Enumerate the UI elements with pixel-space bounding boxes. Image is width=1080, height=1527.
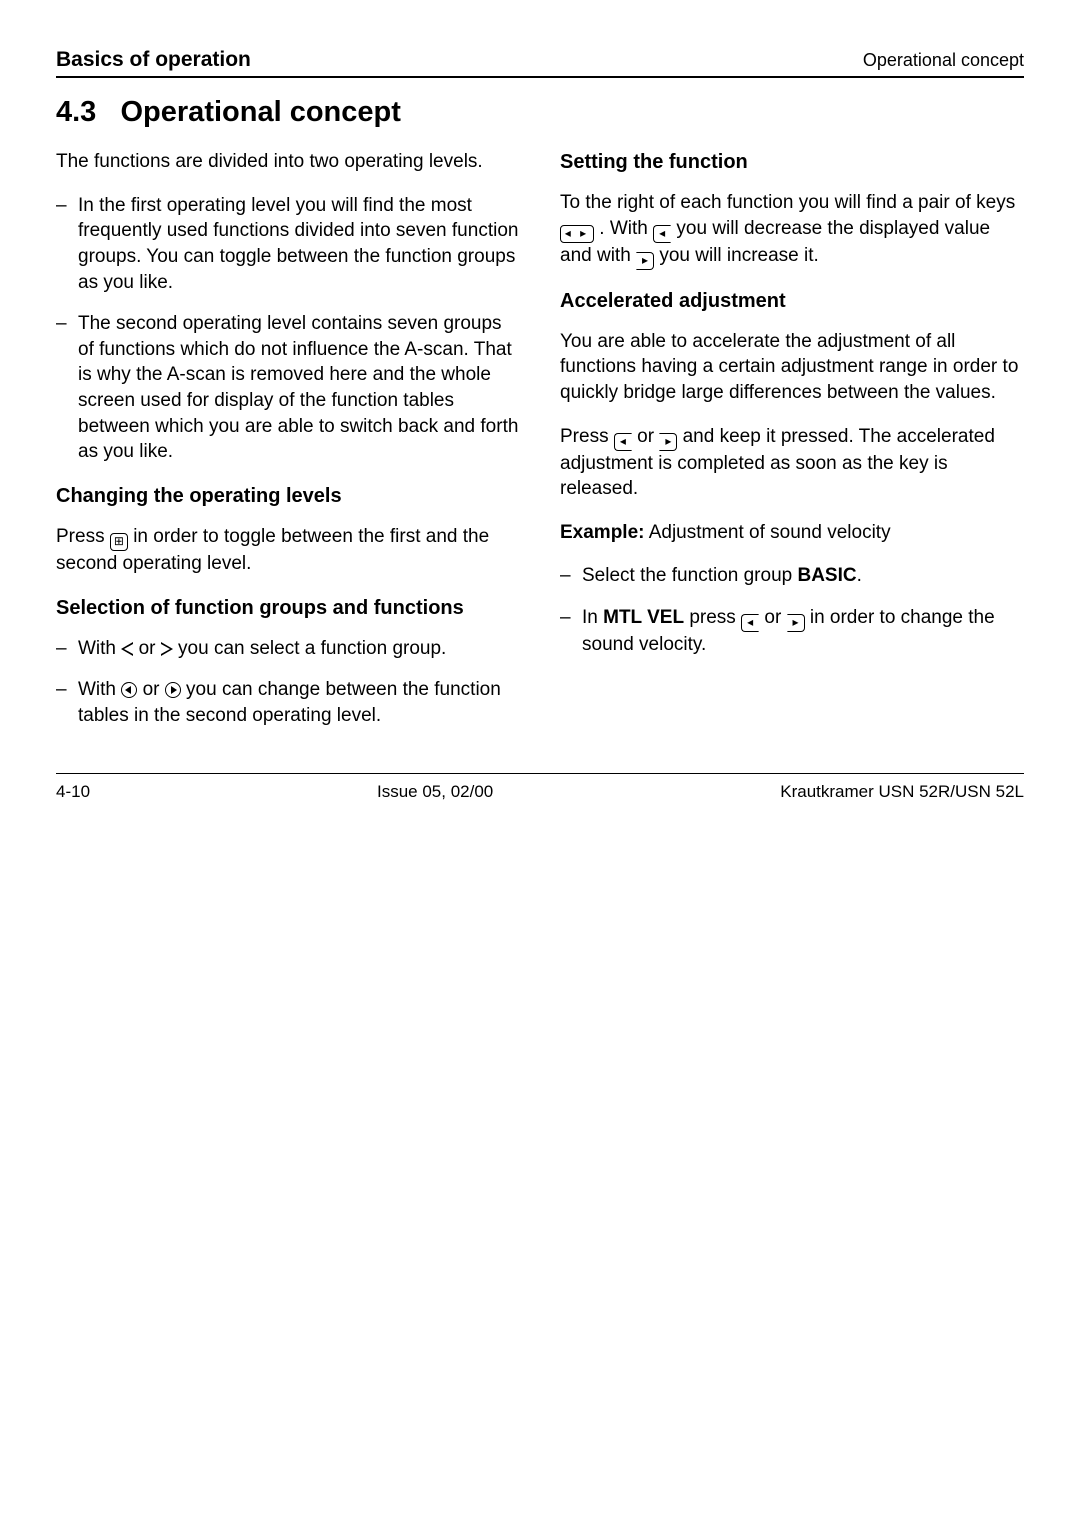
example-steps-list: Select the function group BASIC. In MTL … xyxy=(560,563,1024,657)
text-fragment: or xyxy=(143,679,165,700)
setting-function-paragraph: To the right of each function you will f… xyxy=(560,190,1024,270)
subheading-changing-levels: Changing the operating levels xyxy=(56,483,520,510)
subheading-accelerated: Accelerated adjustment xyxy=(560,288,1024,315)
text-fragment: or xyxy=(139,638,161,659)
text-fragment: . xyxy=(857,565,862,586)
accelerated-paragraph-2: Press ◂ or ▸ and keep it pressed. The ac… xyxy=(560,424,1024,502)
accelerated-paragraph-1: You are able to accelerate the adjustmen… xyxy=(560,329,1024,406)
text-fragment: With xyxy=(78,638,121,659)
list-item: The second operating level contains seve… xyxy=(56,311,520,465)
outline-left-arrow-icon xyxy=(121,642,133,656)
circle-right-arrow-icon xyxy=(165,682,181,698)
footer-issue: Issue 05, 02/00 xyxy=(377,782,493,802)
header-chapter: Basics of operation xyxy=(56,48,251,72)
text-fragment: press xyxy=(684,607,741,628)
left-column: The functions are divided into two opera… xyxy=(56,149,520,747)
decrease-key-icon: ◂ xyxy=(741,614,759,632)
list-item: Select the function group BASIC. xyxy=(560,563,1024,589)
decrease-key-icon: ◂ xyxy=(653,225,671,243)
section-name: Operational concept xyxy=(121,96,401,128)
header-section: Operational concept xyxy=(863,50,1024,71)
two-column-layout: The functions are divided into two opera… xyxy=(56,149,1024,747)
text-fragment: . With xyxy=(599,218,653,239)
text-fragment: or xyxy=(764,607,786,628)
text-fragment: you will increase it. xyxy=(659,245,818,266)
basic-group-label: BASIC xyxy=(797,565,856,586)
text-fragment: Select the function group xyxy=(582,565,797,586)
text-fragment: you can select a function group. xyxy=(178,638,446,659)
list-item: In the first operating level you will fi… xyxy=(56,193,520,296)
text-fragment: Press xyxy=(56,526,110,547)
footer-model: Krautkramer USN 52R/USN 52L xyxy=(780,782,1024,802)
intro-paragraph: The functions are divided into two opera… xyxy=(56,149,520,175)
increase-key-icon: ▸ xyxy=(636,252,654,270)
mtl-vel-label: MTL VEL xyxy=(603,607,684,628)
operating-levels-list: In the first operating level you will fi… xyxy=(56,193,520,465)
left-right-pair-key-icon: ◂ ▸ xyxy=(560,225,594,243)
outline-right-arrow-icon xyxy=(161,642,173,656)
selection-list: With or you can select a function group.… xyxy=(56,636,520,729)
list-item: With or you can select a function group. xyxy=(56,636,520,662)
circle-left-arrow-icon xyxy=(121,682,137,698)
changing-levels-paragraph: Press ⊞ in order to toggle between the f… xyxy=(56,524,520,577)
text-fragment: or xyxy=(637,426,659,447)
example-text: Adjustment of sound velocity xyxy=(644,522,890,543)
decrease-key-icon: ◂ xyxy=(614,433,632,451)
section-title: 4.3 Operational concept xyxy=(56,96,1024,129)
subheading-setting-function: Setting the function xyxy=(560,149,1024,176)
increase-key-icon: ▸ xyxy=(659,433,677,451)
example-label: Example: xyxy=(560,522,644,543)
increase-key-icon: ▸ xyxy=(787,614,805,632)
text-fragment: you can change between the function tabl… xyxy=(78,679,501,726)
toggle-level-key-icon: ⊞ xyxy=(110,533,128,551)
right-column: Setting the function To the right of eac… xyxy=(560,149,1024,747)
list-item: With or you can change between the funct… xyxy=(56,677,520,728)
subheading-selection: Selection of function groups and functio… xyxy=(56,595,520,622)
footer-page-number: 4-10 xyxy=(56,782,90,802)
page-header: Basics of operation Operational concept xyxy=(56,48,1024,78)
text-fragment: In xyxy=(582,607,603,628)
page-footer: 4-10 Issue 05, 02/00 Krautkramer USN 52R… xyxy=(56,773,1024,802)
text-fragment: To the right of each function you will f… xyxy=(560,192,1015,213)
text-fragment: With xyxy=(78,679,121,700)
text-fragment: Press xyxy=(560,426,614,447)
list-item: In MTL VEL press ◂ or ▸ in order to chan… xyxy=(560,605,1024,658)
example-line: Example: Adjustment of sound velocity xyxy=(560,520,1024,546)
section-number: 4.3 xyxy=(56,96,96,128)
